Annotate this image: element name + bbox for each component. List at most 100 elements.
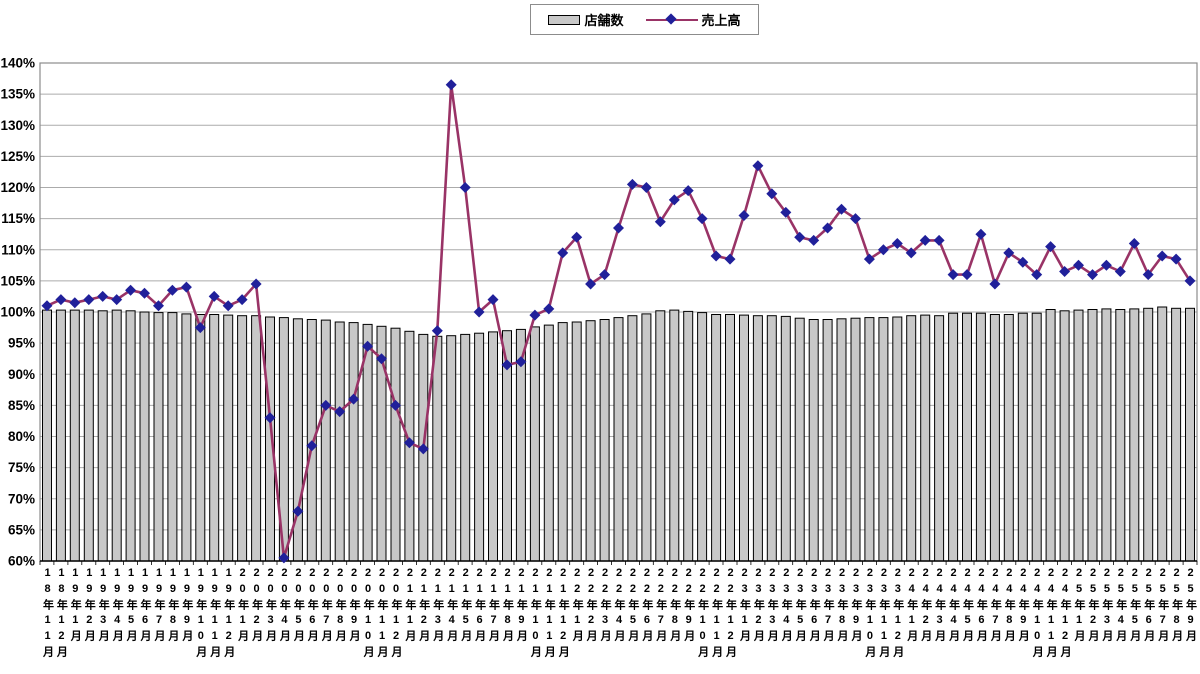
bar — [474, 332, 485, 562]
x-axis-label: 22年10月 — [696, 567, 709, 661]
sales-marker — [933, 234, 945, 246]
x-axis-label: 23年11月 — [877, 567, 890, 661]
sales-marker — [306, 440, 318, 452]
bar — [613, 317, 624, 562]
y-axis-label: 140% — [0, 56, 35, 71]
sales-marker — [822, 222, 834, 234]
x-axis-label: 19年10月 — [194, 567, 207, 661]
bar — [627, 315, 638, 562]
sales-marker — [69, 297, 81, 309]
sales-marker — [250, 278, 262, 290]
sales-marker — [111, 294, 123, 306]
x-axis-label: 21年8月 — [501, 567, 514, 645]
x-axis-label: 24年10月 — [1031, 567, 1044, 661]
y-axis-label: 100% — [0, 305, 35, 320]
x-axis-label: 21年3月 — [431, 567, 444, 645]
x-axis-label: 21年5月 — [459, 567, 472, 645]
x-axis-label: 21年6月 — [473, 567, 486, 645]
bar — [1185, 307, 1195, 562]
bar — [739, 314, 749, 562]
x-axis-label: 22年9月 — [682, 567, 695, 645]
sales-marker — [487, 294, 499, 306]
bar — [460, 333, 471, 562]
sales-marker — [850, 213, 861, 225]
sales-marker — [1031, 269, 1043, 281]
sales-marker — [654, 216, 666, 228]
sales-marker — [571, 231, 583, 243]
sales-marker — [738, 210, 750, 221]
sales-marker — [403, 437, 415, 449]
sales-marker — [264, 412, 276, 424]
x-axis-label: 22年8月 — [668, 567, 681, 645]
y-axis-label: 105% — [0, 273, 35, 288]
y-axis-label: 60% — [8, 554, 35, 569]
x-axis-label: 21年1月 — [403, 567, 416, 645]
bar — [390, 327, 401, 562]
x-axis-label: 20年8月 — [334, 567, 347, 645]
x-axis-label: 23年7月 — [822, 567, 835, 645]
legend: 店舗数 売上高 — [530, 4, 759, 35]
bar — [697, 312, 708, 562]
x-axis-label: 21年12月 — [557, 567, 570, 661]
x-axis-label: 22年5月 — [626, 567, 639, 645]
bar — [864, 317, 875, 562]
x-axis-label: 24年6月 — [975, 567, 988, 645]
bar — [69, 309, 80, 562]
x-axis-label: 21年9月 — [515, 567, 528, 645]
bar — [181, 313, 192, 562]
sales-marker — [724, 253, 736, 265]
sales-marker — [557, 247, 569, 259]
legend-label-sales: 売上高 — [701, 13, 741, 28]
bar — [1143, 307, 1154, 562]
bar — [934, 315, 945, 562]
bar — [989, 314, 1000, 562]
x-axis-label: 23年9月 — [850, 567, 862, 645]
bar — [1059, 310, 1070, 562]
bar — [1171, 307, 1182, 562]
sales-marker — [696, 213, 708, 225]
y-axis-label: 75% — [8, 460, 35, 475]
x-axis-label: 24年12月 — [1059, 567, 1072, 661]
sales-marker — [529, 309, 541, 321]
bar — [1073, 309, 1084, 562]
bar — [1157, 306, 1168, 562]
bar — [1003, 314, 1014, 562]
y-axis-label: 115% — [1, 211, 35, 226]
bar — [1017, 312, 1028, 562]
x-axis-label: 23年3月 — [766, 567, 779, 645]
sales-marker — [515, 356, 527, 368]
x-axis-label: 24年2月 — [919, 567, 932, 645]
sales-marker — [585, 278, 597, 290]
x-axis-label: 21年7月 — [487, 567, 500, 645]
sales-marker — [640, 182, 652, 193]
x-axis-label: 23年4月 — [780, 567, 793, 645]
y-axis-label: 80% — [8, 429, 35, 444]
sales-marker — [473, 306, 485, 318]
x-axis-label: 22年4月 — [613, 567, 625, 645]
sales-marker — [362, 340, 374, 352]
y-axis-label: 85% — [8, 398, 35, 413]
bar — [97, 310, 108, 562]
bar — [320, 319, 331, 562]
x-axis-label: 22年1月 — [571, 567, 584, 645]
sales-marker — [780, 206, 792, 218]
x-axis-label: 23年12月 — [891, 567, 904, 661]
bar — [669, 309, 680, 562]
sales-marker — [417, 443, 429, 455]
sales-marker — [278, 552, 290, 564]
x-axis-label: 22年6月 — [640, 567, 653, 645]
bar — [794, 317, 805, 562]
sales-marker — [292, 505, 304, 517]
sales-marker — [710, 250, 722, 262]
sales-marker — [808, 234, 820, 246]
sales-marker — [1142, 269, 1154, 281]
bar — [752, 315, 763, 562]
bar — [125, 310, 136, 562]
x-axis-label: 22年11月 — [710, 567, 723, 661]
sales-marker — [989, 278, 1001, 290]
x-axis-label: 21年11月 — [543, 567, 556, 661]
x-axis-label: 19年4月 — [111, 567, 124, 645]
sales-marker — [1128, 238, 1140, 249]
sales-marker — [626, 178, 638, 190]
x-axis-label: 23年6月 — [808, 567, 821, 645]
